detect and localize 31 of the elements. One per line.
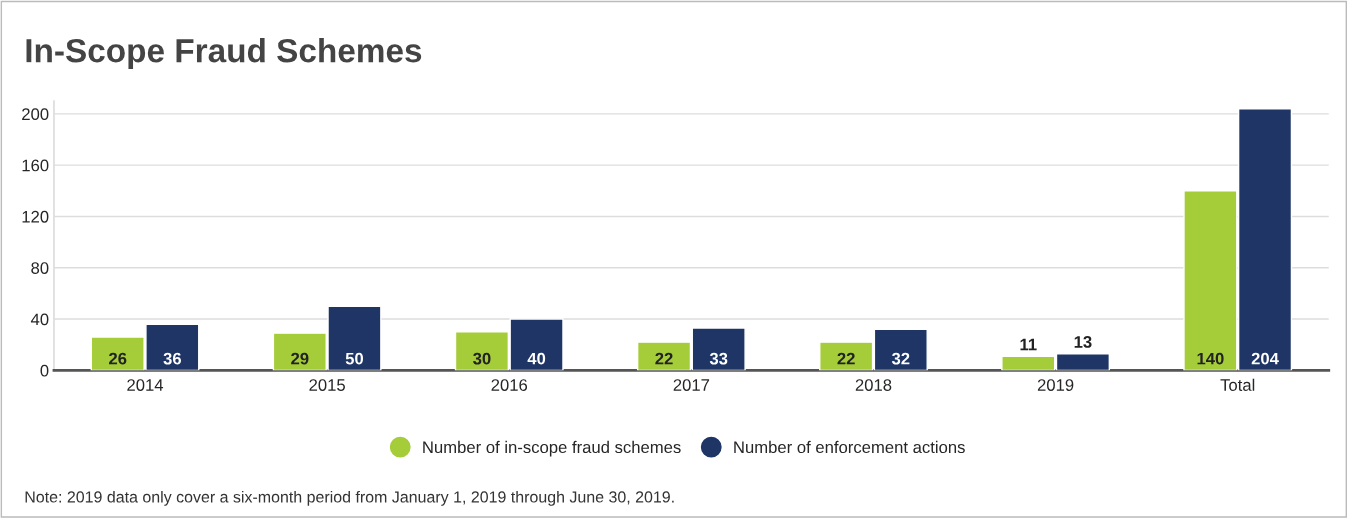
y-tick-label: 40 bbox=[30, 313, 49, 326]
data-label: 33 bbox=[709, 352, 728, 365]
data-label: 26 bbox=[109, 352, 127, 365]
data-label: 36 bbox=[163, 352, 181, 365]
chart-title: In-Scope Fraud Schemes bbox=[26, 38, 422, 70]
text: Note: 2019 data only cover a six-month period from January 1, 2019 through June 30, 2019. bbox=[25, 490, 674, 506]
data-label: 40 bbox=[527, 352, 546, 365]
x-tick-label: 2019 bbox=[1037, 379, 1074, 391]
data-label: 11 bbox=[1020, 338, 1037, 351]
data-label: 50 bbox=[345, 352, 364, 365]
x-tick-label: 2017 bbox=[673, 379, 710, 391]
x-tick-label: Total bbox=[1220, 378, 1255, 391]
y-tick-label: 200 bbox=[22, 108, 49, 121]
data-label: 22 bbox=[837, 352, 855, 365]
legend-label: Number of enforcement actions bbox=[734, 440, 965, 454]
data-label: 22 bbox=[655, 352, 673, 365]
y-tick-label: 80 bbox=[31, 262, 49, 274]
data-label: 204 bbox=[1251, 352, 1279, 365]
y-tick-label: 120 bbox=[22, 210, 49, 223]
y-tick-label: 160 bbox=[22, 159, 49, 172]
data-label: 29 bbox=[291, 352, 309, 365]
data-label: 140 bbox=[1197, 352, 1224, 365]
data-label: 32 bbox=[891, 352, 910, 365]
x-tick-label: 2015 bbox=[309, 379, 345, 391]
x-tick-label: 2014 bbox=[127, 379, 164, 391]
x-tick-label: 2018 bbox=[855, 379, 892, 391]
y-tick-label: 0 bbox=[40, 364, 49, 377]
data-label: 13 bbox=[1074, 336, 1092, 348]
x-tick-label: 2016 bbox=[491, 379, 528, 391]
data-label: 30 bbox=[473, 352, 491, 365]
legend-label: Number of in-scope fraud schemes bbox=[423, 440, 681, 457]
